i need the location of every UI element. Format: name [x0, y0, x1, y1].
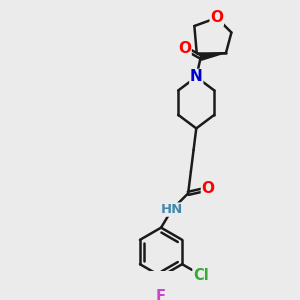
Text: Cl: Cl: [193, 268, 209, 283]
Polygon shape: [200, 52, 226, 60]
Text: F: F: [156, 289, 166, 300]
Text: O: O: [210, 11, 223, 26]
Text: HN: HN: [161, 203, 183, 216]
Text: O: O: [202, 182, 214, 196]
Text: O: O: [178, 40, 191, 56]
Text: N: N: [190, 69, 203, 84]
